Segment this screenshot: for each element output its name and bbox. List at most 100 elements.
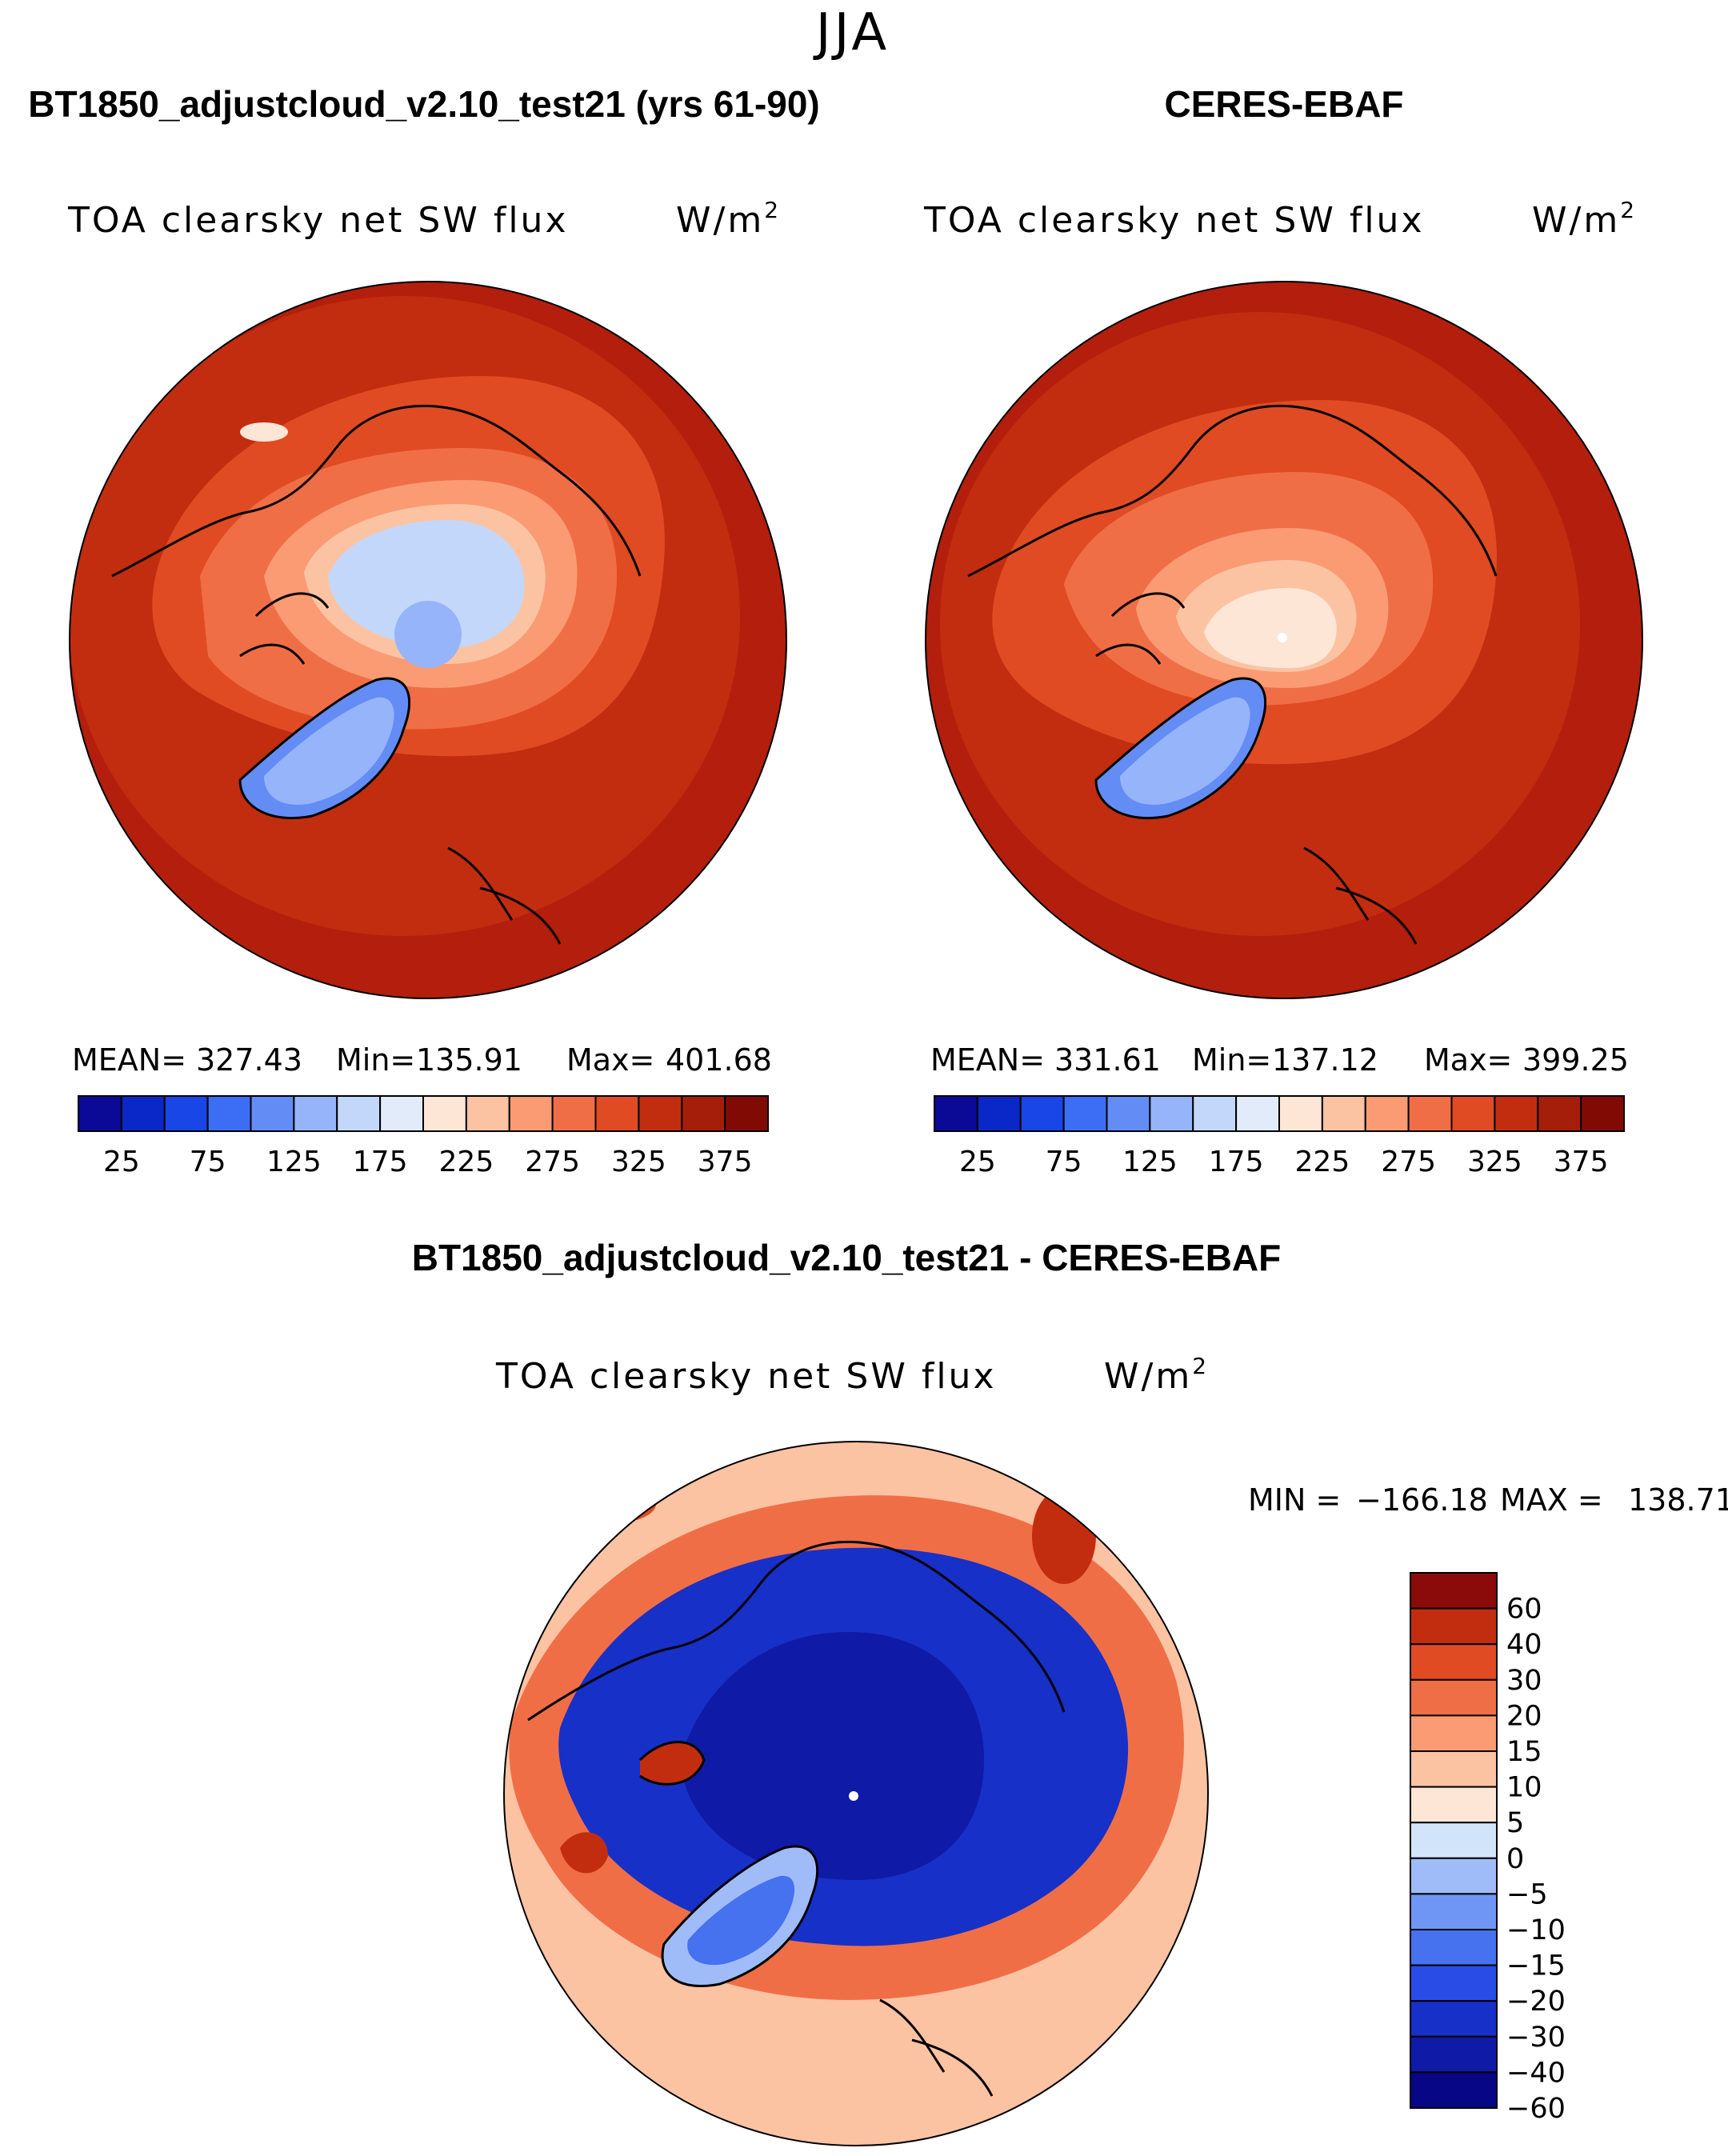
coastline-archipelago — [1095, 592, 1186, 665]
colorbar-tick-label: −30 — [1506, 2022, 1566, 2054]
max-value: 138.71 — [1628, 1482, 1728, 1518]
colorbar-box — [1450, 1095, 1496, 1132]
colorbar-box — [1494, 1095, 1539, 1132]
colorbar-box — [1537, 1095, 1582, 1132]
colorbar-ticks: 25 75 125 175 225 275 325 375 — [103, 1146, 753, 1178]
colorbar-box — [551, 1095, 597, 1132]
min-label: Min= — [1192, 1042, 1271, 1078]
colorbar-box — [1410, 1750, 1498, 1788]
pole-hole — [1278, 633, 1287, 642]
colorbar-box — [1410, 1607, 1498, 1646]
mean-label: MEAN= — [930, 1042, 1045, 1078]
colorbar-box — [1410, 1678, 1498, 1717]
colorbar-tick-label: 10 — [1506, 1772, 1542, 1804]
coastline-asia — [527, 1540, 1066, 1722]
colorbar-tick-label: −40 — [1506, 2057, 1566, 2089]
colorbar-box — [1410, 1964, 1498, 2002]
greenland-core — [1120, 697, 1250, 805]
pole-minimum — [394, 601, 462, 668]
colorbar-tick-label: 225 — [1295, 1146, 1350, 1178]
panel-difference: BT1850_adjustcloud_v2.10_test21 - CERES-… — [412, 1237, 1728, 2146]
coastline-archipelago — [239, 592, 330, 665]
colorbar-box — [1235, 1095, 1280, 1132]
mean-label: MEAN= — [72, 1042, 186, 1078]
arctic-ocean-field — [1204, 588, 1337, 668]
greenland-core — [264, 697, 394, 805]
bering-highlight — [240, 422, 288, 442]
coastlines — [111, 404, 642, 945]
units-label: W/m2 — [676, 197, 781, 241]
variable-label: TOA clearsky net SW flux — [923, 200, 1424, 241]
stats-line: MEAN= 327.43 Min= 135.91 Max= 401.68 — [72, 1042, 772, 1078]
coastlines — [527, 1540, 1066, 2097]
min-value: −166.18 — [1356, 1482, 1488, 1518]
panel-obs: CERES-EBAF TOA clearsky net SW flux W/m2… — [923, 83, 1643, 1178]
colorbar — [1410, 1572, 1498, 2109]
map-border — [925, 281, 1643, 999]
coastline-europe — [447, 846, 562, 945]
colorbar-tick-label: 175 — [1209, 1146, 1264, 1178]
colorbar-box — [681, 1095, 726, 1132]
colorbar-ticks: 25 75 125 175 225 275 325 375 — [959, 1146, 1609, 1178]
colorbar-tick-label: 75 — [1046, 1146, 1082, 1178]
colorbar-tick-label: −15 — [1506, 1950, 1566, 1982]
colorbar-tick-label: 25 — [103, 1146, 140, 1178]
colorbar-box — [1106, 1095, 1151, 1132]
coastline-greenland — [661, 1845, 819, 1988]
mean-value: 327.43 — [196, 1042, 302, 1078]
arctic-ocean-field — [328, 520, 525, 648]
coastlines — [967, 404, 1498, 945]
colorbar-box — [1149, 1095, 1194, 1132]
colorbar-box — [1410, 1572, 1498, 1610]
mean-value: 331.61 — [1054, 1042, 1161, 1078]
variable-label: TOA clearsky net SW flux — [67, 200, 568, 241]
panel-model: BT1850_adjustcloud_v2.10_test21 (yrs 61-… — [28, 83, 820, 1178]
stats-line: MEAN= 331.61 Min= 137.12 Max= 399.25 — [930, 1042, 1629, 1078]
colorbar-box — [1410, 1714, 1498, 1752]
max-label: MAX = — [1500, 1482, 1603, 1518]
colorbar-box — [250, 1095, 295, 1132]
colorbar-tick-label: 325 — [1467, 1146, 1522, 1178]
colorbar-tick-label: 275 — [1381, 1146, 1436, 1178]
colorbar-tick-label: 60 — [1506, 1594, 1542, 1626]
colorbar-box — [1192, 1095, 1238, 1132]
polar-map — [70, 282, 786, 998]
colorbar-box — [934, 1095, 978, 1132]
colorbar-box — [422, 1095, 467, 1132]
colorbar-box — [379, 1095, 424, 1132]
colorbar-tick-label: 125 — [266, 1146, 322, 1178]
map-border — [503, 1441, 1209, 2146]
colorbar-tick-label: 375 — [1554, 1146, 1609, 1178]
siberia-positive-patch — [1032, 1488, 1096, 1584]
colorbar-tick-label: 275 — [525, 1146, 580, 1178]
colorbar-box — [1410, 1643, 1498, 1681]
colorbar-tick-label: 15 — [1506, 1736, 1542, 1768]
colorbar-tick-label: −5 — [1506, 1878, 1548, 1910]
colorbar-box — [1410, 1893, 1498, 1930]
colorbar-tick-label: 40 — [1506, 1629, 1542, 1661]
polar-map — [504, 1442, 1208, 2146]
colorbar-tick-label: 25 — [959, 1146, 996, 1178]
coastline-asia — [967, 404, 1498, 578]
colorbar-box — [1062, 1095, 1108, 1132]
colorbar-box — [976, 1095, 1022, 1132]
colorbar-tick-label: 125 — [1122, 1146, 1178, 1178]
colorbar-tick-label: 30 — [1506, 1665, 1542, 1697]
colorbar-box — [1410, 2000, 1498, 2038]
min-label: MIN = — [1248, 1482, 1341, 1518]
colorbar-tick-label: −20 — [1506, 1986, 1566, 2018]
colorbar-box — [1407, 1095, 1453, 1132]
panel-title: BT1850_adjustcloud_v2.10_test21 (yrs 61-… — [28, 83, 820, 125]
colorbar-box — [1321, 1095, 1366, 1132]
colorbar-tick-label: −60 — [1506, 2093, 1566, 2125]
colorbar-tick-label: 20 — [1506, 1700, 1542, 1732]
colorbar-box — [1410, 1786, 1498, 1824]
colorbar-box — [336, 1095, 382, 1132]
colorbar-box — [1410, 1929, 1498, 1966]
units-label: W/m2 — [1532, 197, 1637, 241]
colorbar-box — [78, 1095, 122, 1132]
central-arctic-minimum — [680, 1632, 984, 1880]
colorbar-box — [206, 1095, 252, 1132]
colorbar-box — [1364, 1095, 1410, 1132]
